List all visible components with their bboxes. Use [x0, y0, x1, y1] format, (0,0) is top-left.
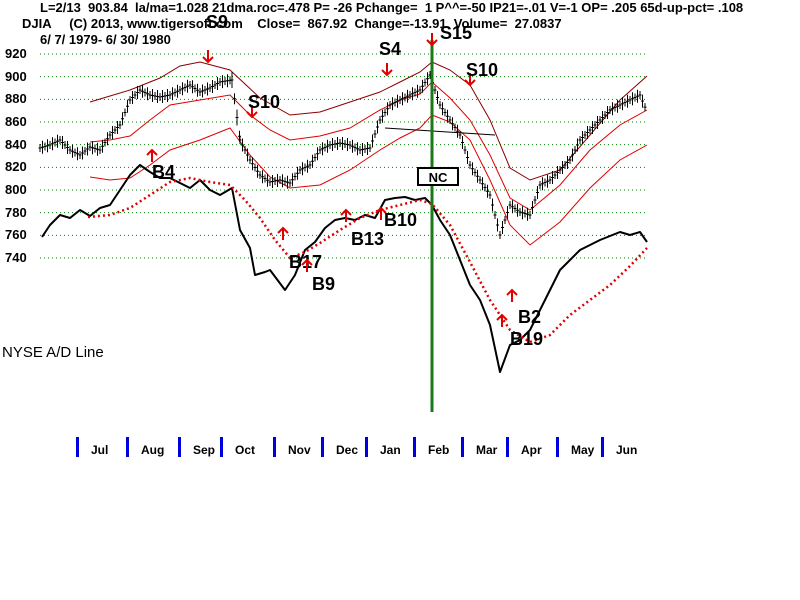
header-stats-line: L=2/13 903.84 la/ma=1.028 21dma.roc=.478…	[40, 0, 744, 15]
month-label: Dec	[336, 443, 359, 457]
signal-s9: S9	[202, 12, 228, 64]
month-label: Sep	[193, 443, 216, 457]
y-tick-label: 800	[5, 182, 27, 197]
signal-label: S10	[248, 92, 280, 112]
month-tick	[178, 437, 181, 457]
month-tick	[601, 437, 604, 457]
signal-b10: B10	[375, 206, 417, 230]
signal-label: S9	[206, 12, 228, 32]
y-tick-label: 760	[5, 227, 27, 243]
header-symbol-line: DJIA (C) 2013, www.tigersoft.com Close= …	[22, 16, 562, 31]
month-tick	[321, 437, 324, 457]
y-tick-label: 840	[5, 136, 27, 152]
month-label: Apr	[521, 443, 542, 457]
month-tick	[126, 437, 129, 457]
y-tick-label: 920	[5, 46, 27, 61]
header-date-range: 6/ 7/ 1979- 6/ 30/ 1980	[40, 32, 171, 47]
signal-label: S10	[466, 60, 498, 80]
signal-label: B10	[384, 210, 417, 230]
month-label: Mar	[476, 443, 498, 457]
signal-b13: B13	[340, 208, 384, 249]
price-bars	[38, 71, 647, 239]
ad-line	[41, 164, 648, 373]
month-label: Jun	[616, 443, 638, 457]
signal-s4: S4	[379, 39, 401, 77]
signal-b9: B9	[301, 258, 335, 294]
signal-label: B9	[312, 274, 335, 294]
lower-band-line	[89, 114, 648, 246]
signal-b19: B19	[496, 313, 543, 349]
signal-label: B13	[351, 229, 384, 249]
signal-label: S4	[379, 39, 401, 59]
ad-moving-average	[87, 176, 648, 344]
month-label: Aug	[141, 443, 165, 457]
upper-band-line	[89, 61, 648, 181]
month-label: Jan	[380, 443, 401, 457]
month-label: Jul	[91, 443, 109, 457]
month-label: May	[571, 443, 595, 457]
signal-s15: S15	[426, 23, 472, 47]
signal-label: B4	[152, 162, 175, 182]
signal-b4: B4	[146, 148, 175, 182]
signal-label: B19	[510, 329, 543, 349]
month-tick	[461, 437, 464, 457]
month-label: Nov	[288, 443, 311, 457]
month-tick	[76, 437, 79, 457]
signal-b17: B17	[277, 226, 322, 272]
month-tick	[365, 437, 368, 457]
signal-s10: S10	[464, 60, 498, 87]
nc-box: NC	[417, 167, 459, 186]
signal-label: B2	[518, 307, 541, 327]
indicator-label: NYSE A/D Line	[2, 344, 104, 361]
y-tick-label: 780	[5, 204, 27, 220]
y-tick-label: 740	[5, 250, 27, 265]
y-tick-label: 860	[5, 114, 27, 129]
month-tick	[273, 437, 276, 457]
y-tick-label: 820	[5, 159, 27, 175]
month-tick	[220, 437, 223, 457]
signal-b2: B2	[506, 288, 541, 327]
svg-text:NC: NC	[429, 170, 448, 185]
month-label: Feb	[428, 443, 450, 457]
y-tick-label: 880	[5, 91, 27, 107]
middle-band-line	[89, 81, 648, 211]
signal-s10: S10	[246, 92, 280, 119]
month-tick	[506, 437, 509, 457]
month-label: Oct	[235, 443, 256, 457]
signal-label: S15	[440, 23, 472, 43]
trend-line	[384, 127, 496, 136]
month-tick	[556, 437, 559, 457]
y-tick-label: 900	[5, 68, 27, 84]
month-tick	[413, 437, 416, 457]
